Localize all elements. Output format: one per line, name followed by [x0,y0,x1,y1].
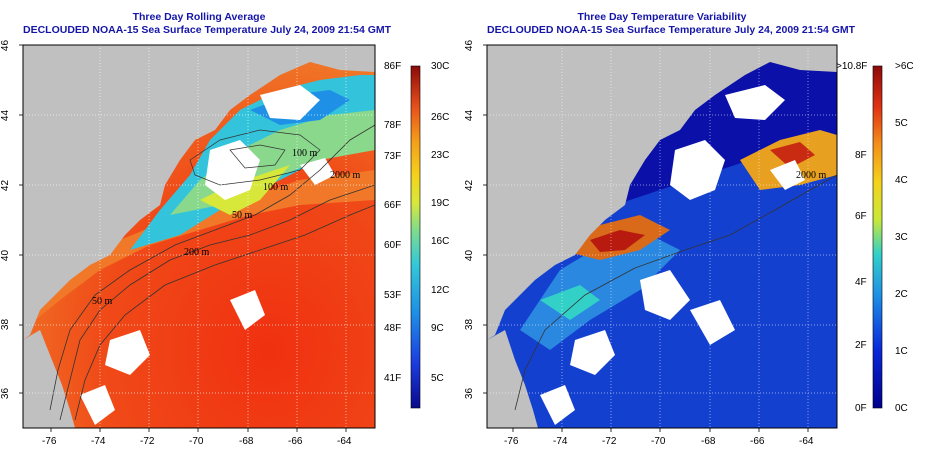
colorbar-label-c: 9C [431,323,444,334]
colorbar-label-c: >6C [895,61,914,72]
colorbar-label-f: 6F [855,211,867,222]
colorbar-label-f: 66F [384,200,402,211]
colorbar-label-f: 53F [384,290,402,301]
x-tick-label: -66 [288,436,303,447]
colorbar-label-f: 2F [855,340,867,351]
colorbar-label-c: 23C [431,150,450,161]
right-map [487,45,837,428]
colorbar-label-c: 5C [431,373,444,384]
x-tick-label: -66 [750,436,765,447]
contour-label: 50 m [232,210,253,221]
left-title-line1: Three Day Rolling Average [132,11,266,23]
y-tick-label: 38 [0,318,12,331]
colorbar-label-c: 0C [895,403,908,414]
colorbar-label-c: 19C [431,198,450,209]
colorbar-label-f: >10.8F [836,61,868,72]
colorbar-label-f: 73F [384,151,402,162]
x-tick-label: -68 [701,436,716,447]
contour-label: 50 m [92,296,113,307]
y-tick-label: 38 [464,318,476,331]
colorbar-label-f: 60F [384,240,402,251]
contour-label: 100 m [292,148,318,159]
colorbar-label-c: 30C [431,61,450,72]
x-tick-label: -72 [602,436,617,447]
y-tick-label: 36 [464,387,476,400]
x-tick-label: -74 [553,436,568,447]
left-title-line2: DECLOUDED NOAA-15 Sea Surface Temperatur… [23,24,392,36]
colorbar-label-f: 48F [384,323,402,334]
y-tick-label: 42 [0,179,12,192]
land-area [23,45,375,340]
y-tick-label: 46 [0,39,12,52]
y-tick-label: 44 [464,109,476,122]
left-colorbar [410,65,421,409]
x-tick-label: -76 [42,436,57,447]
left-map-frame [22,44,376,429]
right-map-frame [486,44,838,429]
contour-label: 100 m [263,182,289,193]
colorbar-label-c: 26C [431,112,450,123]
colorbar-label-f: 86F [384,61,402,72]
colorbar-label-c: 5C [895,118,908,129]
y-tick-label: 40 [464,249,476,262]
x-tick-label: -76 [504,436,519,447]
y-tick-label: 42 [464,179,476,192]
right-colorbar [872,65,883,409]
y-tick-label: 36 [0,387,12,400]
colorbar-label-c: 2C [895,289,908,300]
y-tick-label: 40 [0,249,12,262]
x-tick-label: -68 [239,436,254,447]
colorbar-label-c: 3C [895,232,908,243]
right-title-line2: DECLOUDED NOAA-15 Sea Surface Temperatur… [487,24,856,36]
colorbar-label-c: 1C [895,346,908,357]
colorbar-label-f: 0F [855,403,867,414]
contour-label: 2000 m [796,170,827,181]
x-tick-label: -64 [799,436,814,447]
colorbar-label-f: 8F [855,150,867,161]
x-tick-label: -70 [189,436,204,447]
colorbar-label-c: 16C [431,236,450,247]
x-tick-label: -72 [140,436,155,447]
left-map [23,45,375,428]
right-title-line1: Three Day Temperature Variability [577,11,747,23]
colorbar-label-c: 4C [895,175,908,186]
colorbar-label-f: 78F [384,120,402,131]
x-tick-label: -64 [337,436,352,447]
contour-label: 200 m [184,247,210,258]
contour-label: 2000 m [330,170,361,181]
x-tick-label: -74 [91,436,106,447]
x-tick-label: -70 [651,436,666,447]
right-land-area [487,45,837,340]
colorbar-label-f: 4F [855,277,867,288]
y-tick-label: 44 [0,109,12,122]
colorbar-label-f: 41F [384,373,402,384]
y-tick-label: 46 [464,39,476,52]
colorbar-label-c: 12C [431,285,450,296]
